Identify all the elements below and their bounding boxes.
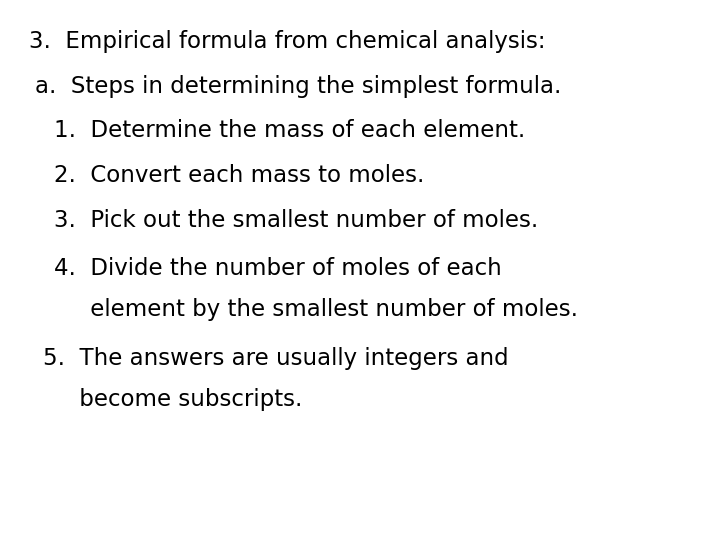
Text: 2.  Convert each mass to moles.: 2. Convert each mass to moles. bbox=[54, 164, 424, 187]
Text: 1.  Determine the mass of each element.: 1. Determine the mass of each element. bbox=[54, 119, 526, 143]
Text: become subscripts.: become subscripts. bbox=[43, 388, 302, 411]
Text: 3.  Pick out the smallest number of moles.: 3. Pick out the smallest number of moles… bbox=[54, 209, 539, 232]
Text: 5.  The answers are usually integers and: 5. The answers are usually integers and bbox=[43, 347, 509, 370]
Text: a.  Steps in determining the simplest formula.: a. Steps in determining the simplest for… bbox=[35, 75, 561, 98]
Text: element by the smallest number of moles.: element by the smallest number of moles. bbox=[54, 298, 578, 321]
Text: 3.  Empirical formula from chemical analysis:: 3. Empirical formula from chemical analy… bbox=[29, 30, 545, 53]
Text: 4.  Divide the number of moles of each: 4. Divide the number of moles of each bbox=[54, 257, 502, 280]
